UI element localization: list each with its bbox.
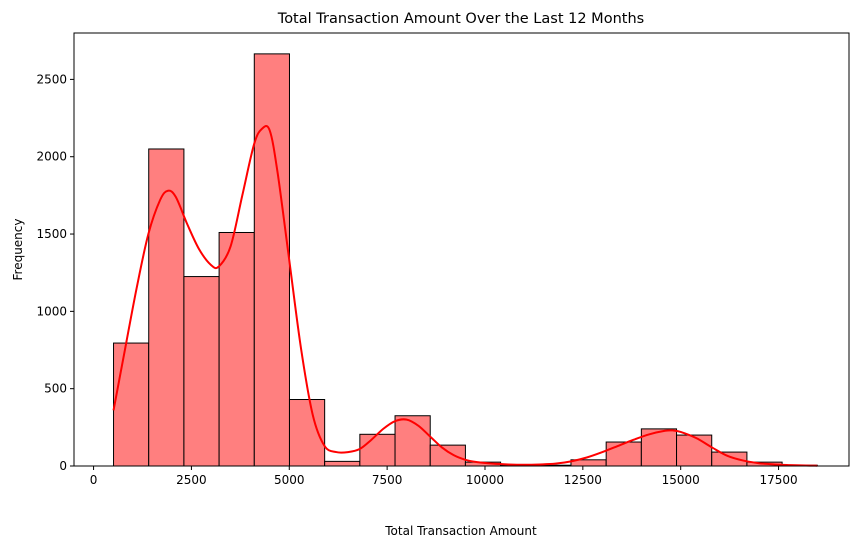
chart-title: Total Transaction Amount Over the Last 1…	[277, 11, 644, 27]
x-axis-label: Total Transaction Amount	[384, 524, 537, 538]
histogram-bar	[113, 342, 150, 467]
y-tick-label: 1500	[36, 227, 67, 241]
histogram-bar	[359, 433, 396, 467]
histogram-bar	[676, 434, 713, 467]
histogram-bar	[711, 451, 748, 467]
y-tick-label: 1000	[36, 304, 67, 318]
y-tick-label: 2500	[36, 72, 67, 86]
x-tick-label: 10000	[466, 473, 504, 487]
kde-curve	[112, 125, 818, 467]
histogram-bars	[113, 53, 818, 467]
x-tick-label: 15000	[662, 473, 700, 487]
histogram-bar	[605, 441, 642, 467]
histogram-bar	[324, 460, 361, 467]
y-axis-ticks: 0 500 1000 1500 2000 2500	[36, 72, 74, 473]
y-tick-label: 500	[44, 382, 67, 396]
histogram-bar	[429, 444, 466, 467]
histogram-bar	[148, 148, 185, 467]
y-tick-label: 0	[59, 459, 67, 473]
plot-frame	[73, 32, 850, 467]
histogram-bar	[218, 231, 255, 467]
x-tick-label: 7500	[372, 473, 403, 487]
y-tick-label: 2000	[36, 150, 67, 164]
histogram-bar	[253, 53, 290, 467]
histogram-bar	[183, 276, 220, 467]
x-tick-label: 2500	[176, 473, 207, 487]
x-tick-label: 17500	[759, 473, 797, 487]
x-tick-label: 5000	[274, 473, 305, 487]
histogram-bar	[288, 399, 326, 467]
x-axis-ticks: 0 2500 5000 7500 10000 12500 15000 17500	[90, 466, 798, 487]
y-axis-label: Frequency	[11, 219, 25, 281]
x-tick-label: 0	[90, 473, 98, 487]
x-tick-label: 12500	[564, 473, 602, 487]
histogram-bar	[394, 415, 431, 467]
